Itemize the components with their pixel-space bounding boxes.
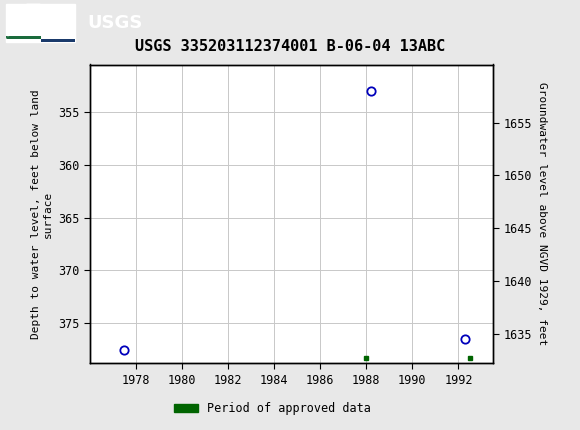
Y-axis label: Groundwater level above NGVD 1929, feet: Groundwater level above NGVD 1929, feet [538, 82, 548, 346]
Text: USGS 335203112374001 B-06-04 13ABC: USGS 335203112374001 B-06-04 13ABC [135, 39, 445, 54]
Text: USGS: USGS [87, 14, 142, 31]
Bar [6, 3, 75, 42]
Legend: Period of approved data: Period of approved data [169, 397, 376, 420]
Y-axis label: Depth to water level, feet below land
surface: Depth to water level, feet below land su… [31, 89, 53, 339]
Bar [6, 36, 41, 39]
Polygon shape [6, 3, 41, 40]
Bar [41, 39, 75, 42]
